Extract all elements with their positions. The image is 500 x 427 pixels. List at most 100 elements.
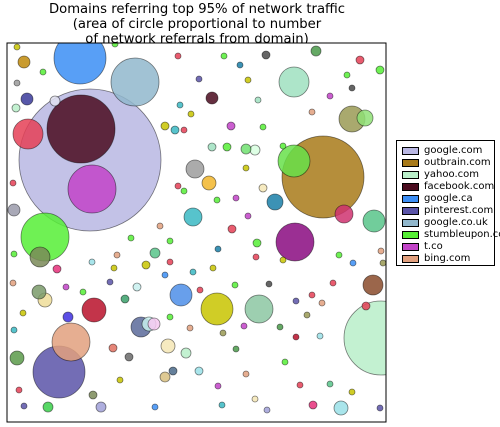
bubble-domain-81 — [233, 346, 239, 352]
bubble-domain-80 — [282, 359, 288, 365]
bubble-domain-117 — [10, 280, 16, 286]
legend-item-bing-com: bing.com — [402, 253, 470, 264]
bubble-domain-41 — [253, 239, 261, 247]
bubble-domain-13 — [170, 284, 192, 306]
bubble-domain-20 — [206, 92, 218, 104]
bubble-domain-93 — [380, 260, 386, 266]
bubble-domain-42 — [63, 312, 73, 322]
bubble-domain-85 — [152, 404, 158, 410]
legend-item-outbrain-com: outbrain.com — [402, 157, 491, 168]
bubble-domain-128 — [89, 259, 95, 265]
legend-swatch — [402, 243, 419, 251]
bubble-google-ca — [54, 32, 106, 84]
legend-label: yahoo.com — [424, 169, 479, 180]
bubble-domain-72 — [280, 143, 286, 149]
bubble-domain-87 — [252, 396, 258, 402]
bubble-domain-56 — [262, 51, 270, 59]
bubble-domain-110 — [260, 124, 266, 130]
bubble-domain-123 — [63, 284, 69, 290]
legend-item-google-co-uk: google.co.uk — [402, 217, 488, 228]
bubble-domain-121 — [21, 403, 27, 409]
bubble-domain-23 — [32, 285, 46, 299]
bubble-domain-17 — [202, 176, 216, 190]
legend-item-google-com: google.com — [402, 145, 482, 156]
bubble-domain-115 — [10, 180, 16, 186]
bubble-domain-3 — [276, 223, 314, 261]
bubble-domain-12 — [30, 247, 50, 267]
bubble-domain-136 — [241, 323, 247, 329]
bubble-domain-99 — [344, 72, 350, 78]
bubble-domain-59 — [161, 122, 169, 130]
bubble-domain-94 — [378, 248, 384, 254]
bubble-domain-102 — [255, 97, 261, 103]
bubble-domain-57 — [356, 56, 364, 64]
bubble-domain-112 — [14, 44, 20, 50]
legend-item-facebook-com: facebook.com — [402, 181, 494, 192]
bubble-domain-74 — [309, 292, 315, 298]
bubble-domain-44 — [142, 261, 150, 269]
bubble-domain-43 — [150, 248, 160, 258]
bubble-domain-66 — [157, 223, 163, 229]
bubble-domain-105 — [221, 53, 227, 59]
bubble-domain-46 — [259, 184, 267, 192]
bubble-domain-125 — [114, 252, 120, 258]
bubble-domain-19 — [161, 339, 175, 353]
bubble-domain-114 — [14, 80, 20, 86]
bubble-domain-40 — [228, 225, 236, 233]
legend-swatch — [402, 195, 419, 203]
bubble-domain-126 — [128, 235, 134, 241]
bubble-domain-111 — [112, 41, 118, 47]
bubble-domain-47 — [53, 265, 61, 273]
bubble-domain-133 — [232, 282, 238, 288]
bubble-domain-7 — [278, 145, 310, 177]
bubble-domain-98 — [349, 85, 355, 91]
bubble-domain-142 — [233, 195, 239, 201]
bubble-domain-1 — [279, 67, 309, 97]
bubble-domain-96 — [336, 252, 342, 258]
bubble-domain-120 — [16, 387, 22, 393]
bubble-domain-134 — [197, 287, 203, 293]
bubble-domain-100 — [327, 93, 333, 99]
bubble-domain-116 — [11, 251, 17, 257]
bubble-domain-139 — [277, 324, 283, 330]
bubble-domain-79 — [317, 333, 323, 339]
bubble-domain-25 — [21, 93, 33, 105]
bubble-domain-4 — [201, 293, 233, 325]
bubble-domain-63 — [227, 122, 235, 130]
bubble-domain-69 — [215, 246, 221, 252]
bubble-domain-11 — [82, 298, 106, 322]
bubble-domain-15 — [186, 160, 204, 178]
bubble-domain-38 — [250, 145, 260, 155]
bubble-domain-78 — [293, 334, 299, 340]
bubble-domain-77 — [319, 300, 325, 306]
bubble-yahoo-com — [344, 301, 418, 375]
bubble-domain-132 — [210, 265, 216, 271]
legend-item-yahoo-com: yahoo.com — [402, 169, 479, 180]
bubble-domain-109 — [188, 111, 194, 117]
legend-swatch — [402, 159, 419, 167]
bubble-domain-39 — [241, 144, 251, 154]
legend-label: stumbleupon.com — [424, 229, 500, 240]
bubble-domain-55 — [169, 367, 177, 375]
bubble-domain-24 — [10, 351, 24, 365]
legend-label: pinterest.com — [424, 205, 493, 216]
bubble-domain-101 — [309, 109, 315, 115]
bubble-domain-52 — [362, 302, 370, 310]
bubble-domain-90 — [327, 381, 333, 387]
bubble-domain-113 — [40, 69, 46, 75]
bubble-domain-143 — [214, 197, 220, 203]
bubble-google-co-uk — [111, 58, 159, 106]
bubble-domain-129 — [167, 238, 173, 244]
bubble-domain-8 — [363, 275, 383, 295]
bubble-t-co — [68, 165, 116, 213]
bubble-domain-10 — [335, 205, 353, 223]
bubble-domain-49 — [121, 295, 129, 303]
bubble-domain-31 — [8, 204, 20, 216]
bubble-domain-141 — [253, 254, 259, 260]
bubble-domain-5 — [245, 295, 273, 323]
legend-label: google.co.uk — [424, 217, 488, 228]
bubble-bing-com — [52, 323, 90, 361]
legend-label: google.ca — [424, 193, 473, 204]
legend-item-t-co: t.co — [402, 241, 443, 252]
legend-swatch — [402, 207, 419, 215]
